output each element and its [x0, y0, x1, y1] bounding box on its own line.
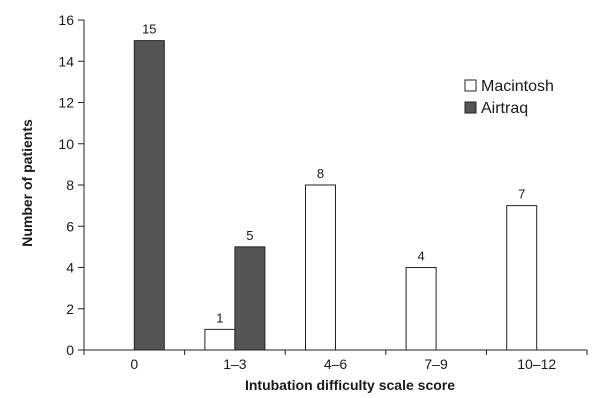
legend-label-macintosh: Macintosh — [481, 78, 554, 95]
y-tick-label-16: 16 — [58, 12, 74, 28]
bar-macintosh-1-3 — [204, 328, 236, 351]
data-label-macintosh-10-12: 7 — [518, 187, 525, 202]
bar-airtraq-0 — [133, 40, 165, 351]
y-axis-title: Number of patients — [19, 119, 35, 247]
data-label-macintosh-7-9: 4 — [417, 249, 424, 264]
y-tick-label-12: 12 — [58, 95, 74, 111]
data-label-airtraq-1-3: 5 — [246, 228, 253, 243]
legend-swatch-macintosh — [464, 79, 477, 92]
x-tick-label-0: 0 — [130, 356, 138, 372]
bars — [133, 40, 538, 351]
x-tick-label-7-9: 7–9 — [424, 356, 448, 372]
bar-macintosh-7-9 — [405, 267, 437, 351]
data-label-airtraq-0: 15 — [142, 22, 156, 37]
y-tick-label-2: 2 — [66, 301, 74, 317]
y-tick-label-8: 8 — [66, 177, 74, 193]
y-tick-label-14: 14 — [58, 53, 74, 69]
data-label-macintosh-1-3: 1 — [216, 310, 223, 325]
y-tick-label-10: 10 — [58, 136, 74, 152]
legend-label-airtraq: Airtraq — [481, 100, 528, 117]
y-tick-label-0: 0 — [66, 342, 74, 358]
bar-macintosh-4-6 — [305, 184, 336, 351]
y-axis: 0 2 4 6 8 10 12 14 16 — [58, 12, 85, 358]
x-tick-label-10-12: 10–12 — [517, 356, 556, 372]
bar-airtraq-1-3 — [234, 246, 266, 351]
x-tick-label-4-6: 4–6 — [324, 356, 348, 372]
bar-macintosh-10-12 — [506, 205, 538, 351]
legend: Macintosh Airtraq — [464, 78, 554, 117]
y-tick-label-4: 4 — [66, 260, 74, 276]
x-axis: 0 1–3 4–6 7–9 10–12 — [83, 349, 588, 372]
y-tick-label-6: 6 — [66, 218, 74, 234]
x-tick-label-1-3: 1–3 — [223, 356, 247, 372]
x-axis-title: Intubation difficulty scale score — [245, 377, 455, 393]
data-label-macintosh-4-6: 8 — [317, 166, 324, 181]
legend-swatch-airtraq — [464, 101, 477, 114]
